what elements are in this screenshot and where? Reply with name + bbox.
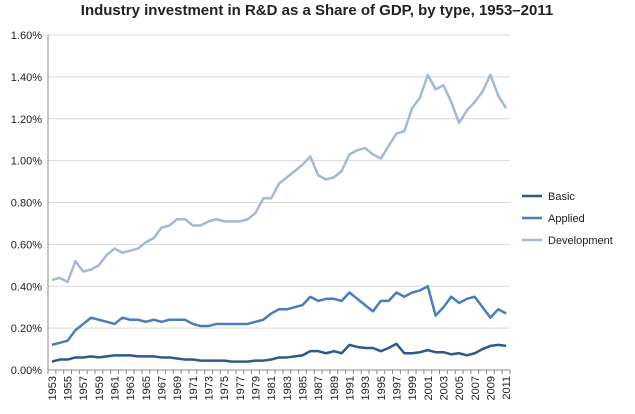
y-tick-label: 1.60%: [11, 30, 42, 42]
legend-label: Applied: [548, 213, 585, 225]
x-tick-label: 1993: [360, 376, 372, 400]
x-tick-label: 1987: [313, 376, 325, 400]
x-tick-label: 1969: [172, 376, 184, 400]
x-tick-label: 2003: [438, 376, 450, 400]
x-tick-label: 1989: [329, 376, 341, 400]
series-line: [51, 73, 508, 284]
x-tick-label: 1977: [235, 376, 247, 400]
y-tick-label: 0.20%: [11, 323, 42, 335]
series-line: [51, 285, 507, 347]
x-tick-label: 1983: [282, 376, 294, 400]
x-tick-label: 1985: [297, 376, 309, 400]
y-tick-label: 1.20%: [11, 114, 42, 126]
x-tick-label: 1965: [141, 376, 153, 400]
x-tick-label: 2005: [454, 376, 466, 400]
x-tick-label: 2007: [470, 376, 482, 400]
x-tick-label: 1967: [157, 376, 169, 400]
x-tick-label: 1991: [344, 376, 356, 400]
x-tick-label: 1955: [63, 376, 75, 400]
x-tick-label: 1957: [78, 376, 90, 400]
x-tick-label: 1961: [110, 376, 122, 400]
series-line: [51, 342, 507, 363]
x-tick-label: 1999: [407, 376, 419, 400]
y-tick-label: 1.00%: [11, 156, 42, 168]
x-tick-label: 1995: [376, 376, 388, 400]
x-tick-label: 1959: [94, 376, 106, 400]
y-tick-label: 0.40%: [11, 281, 42, 293]
x-tick-label: 1963: [125, 376, 137, 400]
x-tick-label: 1979: [251, 376, 263, 400]
x-tick-label: 2001: [423, 376, 435, 400]
y-tick-label: 0.60%: [11, 239, 42, 251]
x-tick-label: 2009: [485, 376, 497, 400]
x-tick-label: 1973: [204, 376, 216, 400]
x-tick-label: 1997: [391, 376, 403, 400]
y-tick-label: 1.40%: [11, 72, 42, 84]
y-tick-label: 0.00%: [11, 365, 42, 377]
legend-label: Basic: [548, 191, 575, 203]
y-tick-label: 0.80%: [11, 198, 42, 210]
x-tick-label: 1981: [266, 376, 278, 400]
x-tick-label: 2011: [501, 376, 513, 400]
x-tick-label: 1975: [219, 376, 231, 400]
chart-title: Industry investment in R&D as a Share of…: [81, 2, 553, 19]
legend-label: Development: [548, 235, 613, 247]
x-tick-label: 1971: [188, 376, 200, 400]
x-tick-label: 1953: [47, 376, 59, 400]
